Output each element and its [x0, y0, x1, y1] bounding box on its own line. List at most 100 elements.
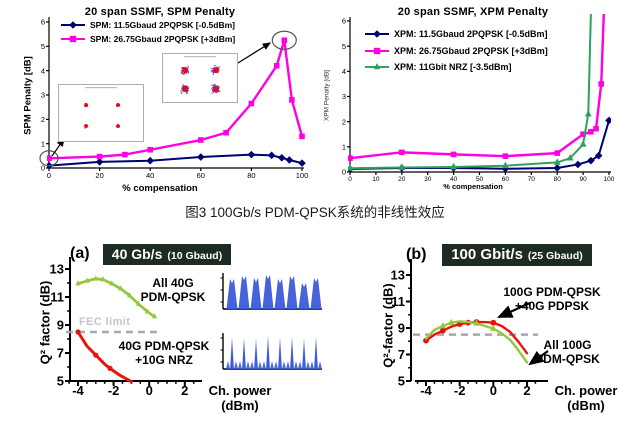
square-marker-swatch	[365, 47, 389, 54]
svg-text:60: 60	[197, 171, 205, 180]
annotation-all-100g: All 100G PDM-QPSK	[535, 338, 600, 366]
svg-text:40: 40	[146, 171, 154, 180]
x-label-line1: Ch. power	[208, 383, 272, 398]
svg-text:3: 3	[342, 92, 346, 101]
svg-text:7: 7	[398, 347, 405, 362]
constellation-inset-noisy	[162, 53, 238, 103]
x-label-line2: (dBm)	[221, 398, 259, 413]
header-40g-sub: (10 Gbaud)	[167, 250, 223, 262]
svg-text:20: 20	[398, 176, 406, 183]
annotation-40g-nrz: 40G PDM-QPSK +10G NRZ	[118, 339, 210, 367]
svg-text:9: 9	[57, 318, 64, 333]
svg-text:70: 70	[528, 176, 536, 183]
spm-x-axis-label: % compensation	[122, 183, 198, 194]
q2-40g-plot-area: -4 -2 0 2 13 11 9 7 5	[50, 257, 202, 398]
panel-label-b: (b)	[406, 246, 427, 263]
svg-text:2: 2	[181, 383, 188, 398]
q2-100g-plot-area: -4 -2 0 2 13 11 9 7 5	[391, 259, 549, 398]
svg-text:11: 11	[391, 294, 405, 309]
svg-text:0: 0	[47, 171, 51, 180]
panel-label-a: (a)	[70, 245, 90, 262]
triangle-marker-swatch	[365, 63, 389, 70]
q2-40g-x-axis-label: Ch. power (dBm)	[196, 383, 284, 413]
svg-text:2: 2	[523, 383, 530, 398]
annotation-100g-pdpsk: 100G PDM-QPSK +40G PDPSK	[503, 285, 601, 313]
svg-text:13: 13	[391, 268, 405, 283]
svg-text:50: 50	[476, 176, 484, 183]
xpm-x-axis-label: % compensation	[443, 182, 503, 191]
figure-caption: 图3 100Gb/s PDM-QPSK系统的非线性效应	[185, 205, 445, 220]
constellation-inset-clean	[58, 84, 144, 142]
chart-q2-40g: -4 -2 0 2 13 11 9 7 5 (a) 40 Gb/s (10 Gbaud) Q² …	[30, 237, 330, 421]
svg-text:5: 5	[57, 374, 64, 389]
spm-legend: SPM: 11.5Gbaud 2PQPSK [-0.5dBm] SPM: 26.7…	[60, 20, 235, 44]
svg-text:4: 4	[41, 66, 45, 75]
xpm-plot-area: 0 10 20 30 40 50 60 70 80 90 100 0 1 2 3 4 5 6	[342, 14, 615, 183]
svg-text:0: 0	[342, 168, 346, 177]
svg-text:80: 80	[554, 176, 562, 183]
header-100g-sub: (25 Gbaud)	[527, 250, 583, 262]
svg-text:7: 7	[57, 346, 64, 361]
svg-text:20: 20	[95, 171, 103, 180]
xpm-y-axis-label: XPM Penalty [dB]	[323, 70, 331, 121]
legend-item: XPM: 11Gbit NRZ [-3.5dBm]	[364, 62, 548, 72]
q2-40g-y-axis-label: Q² factor (dB)	[37, 280, 53, 365]
svg-text:6: 6	[342, 17, 346, 26]
q2-100g-y-axis-label: Q²-factor (dB)	[380, 283, 396, 368]
svg-text:-2: -2	[108, 383, 120, 398]
q2-100g-x-axis-label: Ch. power (dBm)	[542, 383, 630, 413]
xpm-chart-title: 20 span SSMF, XPM Penalty	[397, 6, 549, 18]
svg-text:5: 5	[342, 42, 346, 51]
svg-text:2: 2	[342, 117, 346, 126]
svg-text:90: 90	[579, 176, 587, 183]
svg-text:0: 0	[348, 176, 352, 183]
x-label-line2: (dBm)	[567, 398, 605, 413]
header-100g: 100 Gbit/s (25 Gbaud)	[442, 244, 592, 266]
spm-y-axis-label: SPM Penalty [dB]	[22, 56, 34, 135]
svg-text:6: 6	[41, 18, 45, 27]
svg-text:30: 30	[424, 176, 432, 183]
svg-text:1: 1	[41, 139, 45, 148]
svg-text:13: 13	[50, 262, 64, 277]
annotation-all-40g: All 40G PDM-QPSK	[140, 276, 206, 304]
chart-q2-100g: -4 -2 0 2 13 11 9 7 5 (b) 100 Gbit/s (25 Gbaud) …	[378, 237, 630, 421]
svg-text:11: 11	[50, 290, 64, 305]
svg-text:5: 5	[41, 42, 45, 51]
svg-text:-2: -2	[454, 383, 466, 398]
x-label-line1: Ch. power	[554, 383, 618, 398]
legend-label: XPM: 11Gbit NRZ [-3.5dBm]	[394, 62, 512, 72]
svg-text:1: 1	[342, 142, 346, 151]
legend-label: XPM: 11.5Gbaud 2PQPSK [-0.5dBm]	[394, 29, 548, 39]
square-marker-swatch	[61, 35, 85, 43]
svg-text:0: 0	[146, 383, 153, 398]
svg-text:0: 0	[490, 383, 497, 398]
svg-text:100: 100	[296, 171, 309, 180]
eye-diagram-inset-bottom	[216, 328, 326, 376]
legend-item: SPM: 26.75Gbaud 2PQPSK [+3dBm]	[60, 34, 235, 44]
diamond-marker-swatch	[365, 30, 389, 38]
chart-spm-penalty: 0 20 40 60 80 100 0 1 2 3 4 5 6 20 span SSMF, SPM Pe…	[10, 3, 310, 199]
svg-text:80: 80	[247, 171, 255, 180]
header-100g-main: 100 Gbit/s	[451, 246, 523, 263]
svg-text:9: 9	[398, 321, 405, 336]
svg-text:-4: -4	[72, 383, 84, 398]
svg-text:4: 4	[342, 67, 346, 76]
spm-plot-area: 0 20 40 60 80 100 0 1 2 3 4 5 6	[39, 17, 309, 180]
svg-text:100: 100	[604, 176, 615, 183]
legend-label: SPM: 11.5Gbaud 2PQPSK [-0.5dBm]	[90, 20, 236, 30]
xpm-legend: XPM: 11.5Gbaud 2PQPSK [-0.5dBm] XPM: 26.7…	[364, 29, 548, 72]
legend-label: XPM: 26.75Gbaud 2PQPSK [+3dBm]	[394, 45, 548, 56]
svg-text:10: 10	[372, 176, 380, 183]
header-40g: 40 Gb/s (10 Gbaud)	[103, 244, 231, 265]
svg-text:2: 2	[41, 115, 45, 124]
svg-text:0: 0	[41, 164, 45, 173]
svg-text:5: 5	[398, 374, 405, 389]
spm-chart-title: 20 span SSMF, SPM Penalty	[84, 6, 236, 18]
legend-item: XPM: 11.5Gbaud 2PQPSK [-0.5dBm]	[364, 29, 548, 39]
legend-item: SPM: 11.5Gbaud 2PQPSK [-0.5dBm]	[60, 20, 235, 30]
legend-label: SPM: 26.75Gbaud 2PQPSK [+3dBm]	[90, 34, 236, 44]
fec-limit-label: FEC limit	[79, 316, 131, 328]
diamond-marker-swatch	[61, 21, 85, 29]
svg-text:60: 60	[502, 176, 510, 183]
